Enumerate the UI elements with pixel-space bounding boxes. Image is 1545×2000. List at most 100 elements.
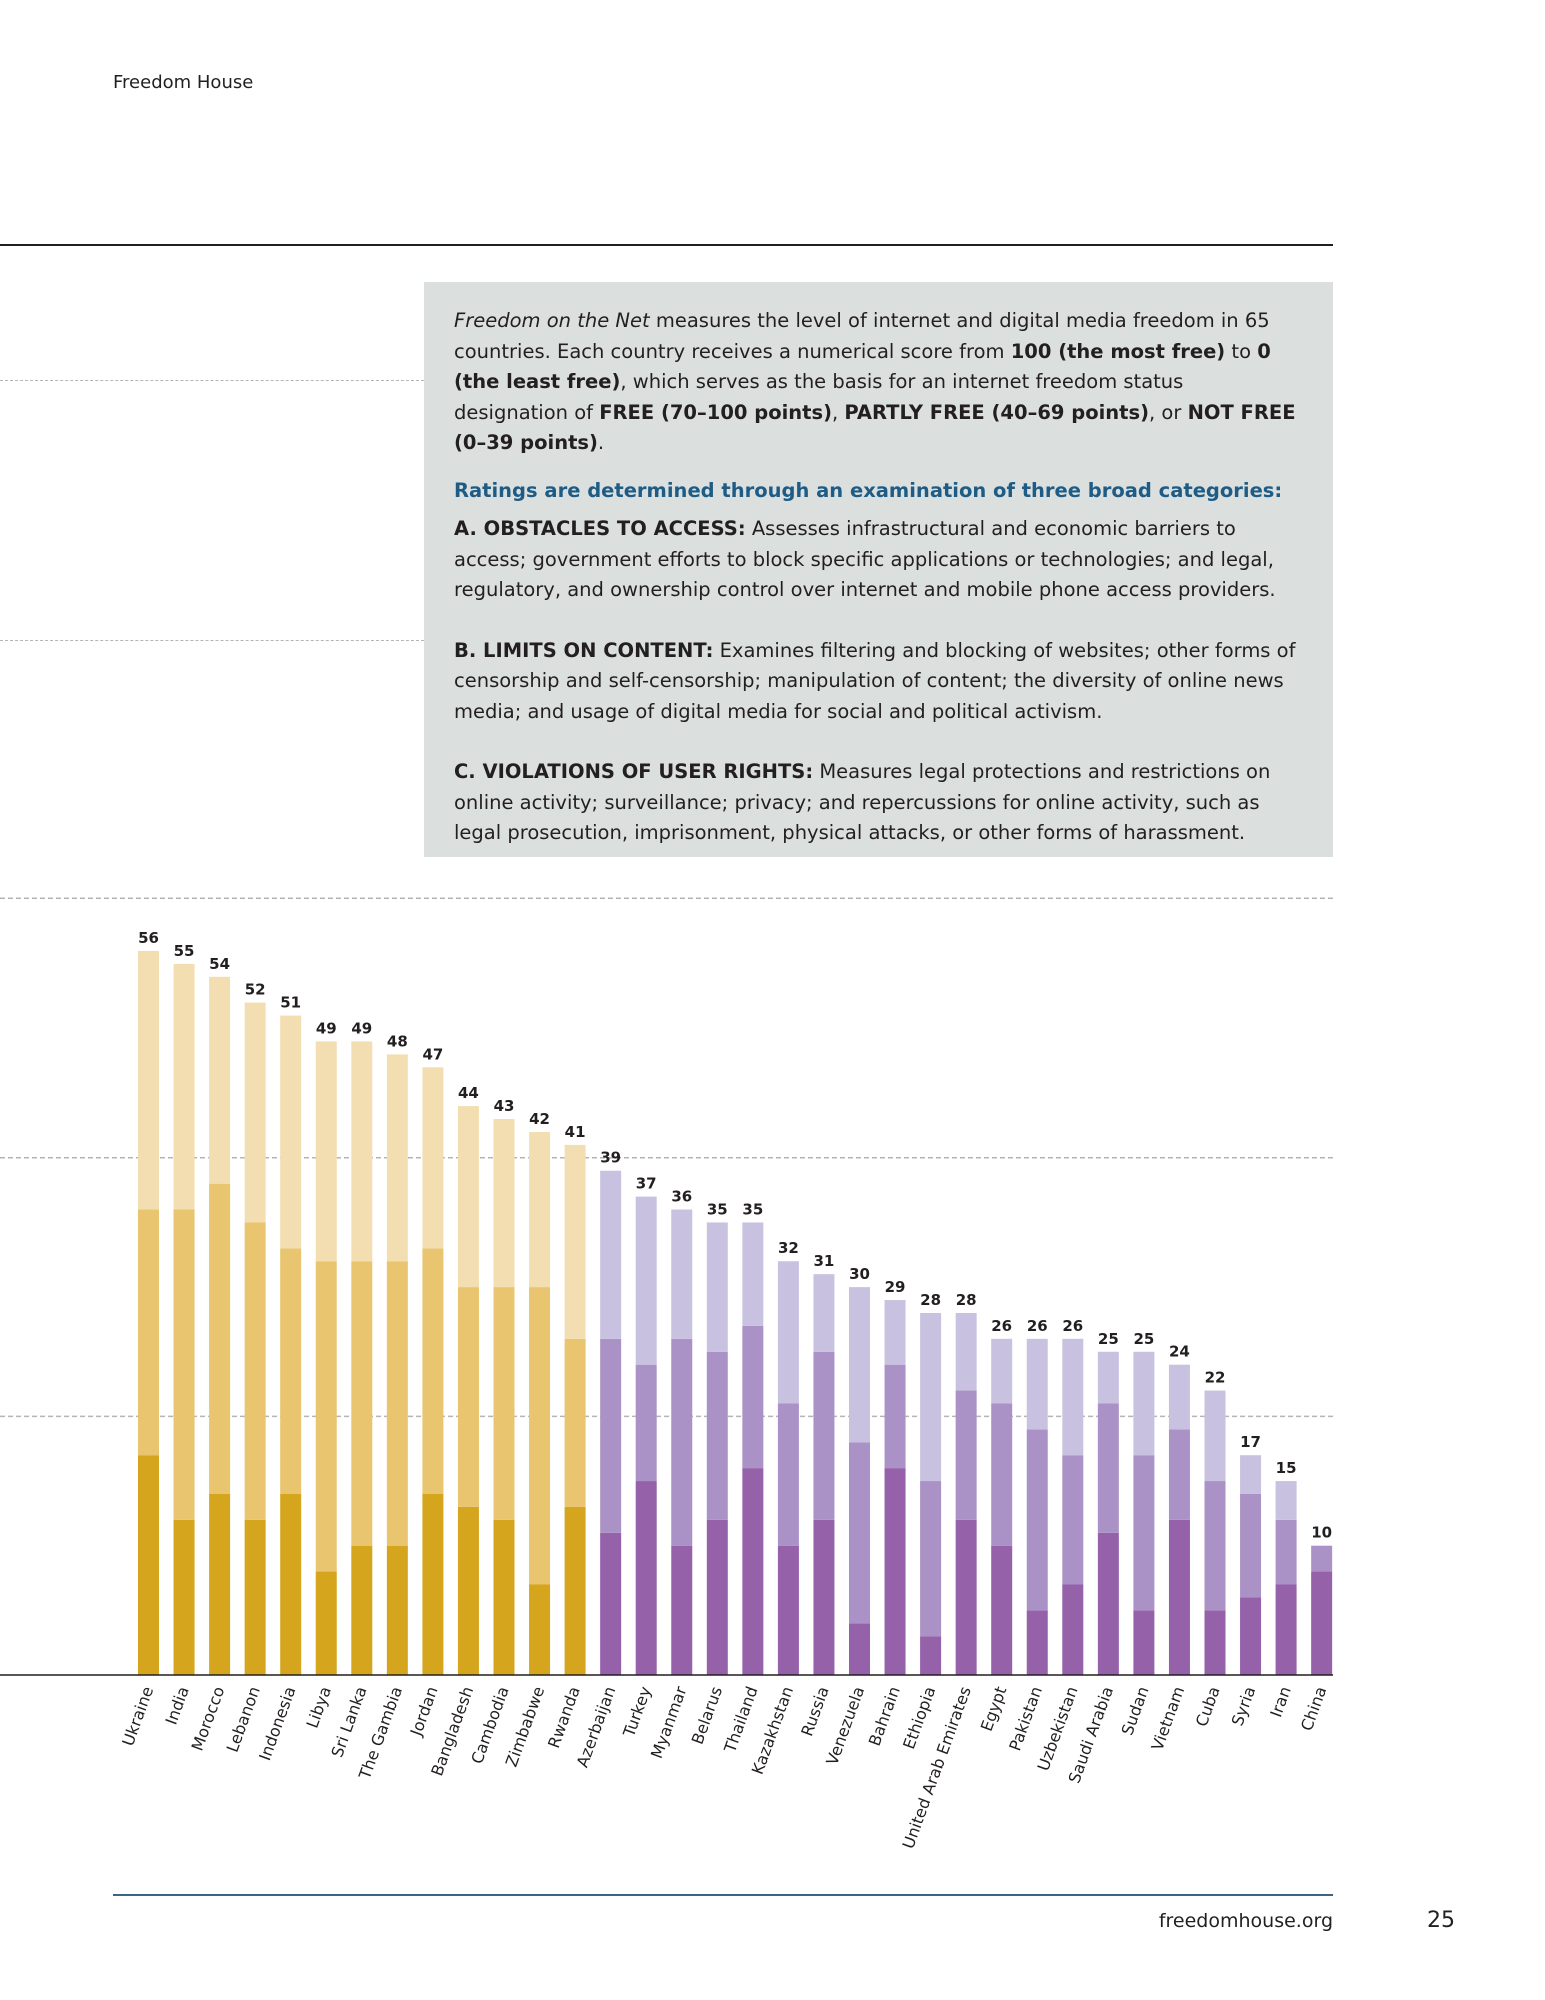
data-label: 25 (1133, 1330, 1154, 1348)
category-obstacles: A. OBSTACLES TO ACCESS: Assesses infrast… (454, 514, 1303, 606)
category-limits: B. LIMITS ON CONTENT: Examines filtering… (454, 636, 1303, 728)
bar-segment (884, 1364, 906, 1469)
bar-segment (1026, 1610, 1048, 1675)
category-tick-label: Libya (303, 1684, 335, 1731)
data-label: 25 (1098, 1330, 1119, 1348)
bar-segment (244, 1222, 266, 1520)
data-label: 22 (1205, 1369, 1226, 1387)
bar-segment (280, 1015, 302, 1249)
bar-segment (173, 1209, 195, 1520)
bar-segment (422, 1493, 444, 1675)
bar-segment (849, 1623, 870, 1675)
category-tick-label: United Arab Emirates (898, 1684, 974, 1851)
bar-segment (849, 1287, 870, 1443)
data-label: 32 (778, 1239, 799, 1257)
data-label: 29 (885, 1278, 906, 1296)
bar-segment (280, 1493, 302, 1675)
category-tick-label: India (162, 1684, 193, 1727)
data-label: 51 (280, 994, 301, 1012)
bar-segment (1097, 1532, 1119, 1675)
data-label: 26 (991, 1317, 1012, 1335)
data-label: 44 (458, 1084, 479, 1102)
bar-segment (777, 1545, 799, 1675)
bar-segment (742, 1468, 764, 1675)
top-rule (0, 244, 1333, 246)
category-tick-label: Turkey (619, 1684, 655, 1740)
bar-segment (635, 1196, 657, 1365)
category-tick-label: Pakistan (1005, 1684, 1046, 1753)
bar-segment (386, 1261, 408, 1546)
bar-segment (493, 1119, 515, 1288)
bar-segment (813, 1351, 835, 1520)
category-violations: C. VIOLATIONS OF USER RIGHTS: Measures l… (454, 757, 1303, 849)
data-label: 10 (1311, 1524, 1332, 1542)
bar-segment (1097, 1351, 1119, 1404)
bar-segment (1204, 1610, 1226, 1675)
lead-text-1: measures the level of internet and digit… (454, 309, 1270, 363)
bar-segment (706, 1519, 728, 1675)
bar-segment (1311, 1545, 1333, 1572)
data-label: 30 (849, 1265, 870, 1283)
bar-segment (955, 1312, 977, 1391)
bar-segment (529, 1131, 551, 1288)
bar-segment (493, 1519, 515, 1675)
bar-segment (457, 1106, 479, 1288)
bar-segment (671, 1209, 693, 1339)
bar-segment (351, 1261, 373, 1546)
bar-segment (600, 1338, 622, 1533)
bar-segment (1097, 1403, 1119, 1533)
bar-segment (884, 1468, 906, 1675)
bar-segment (706, 1222, 728, 1352)
category-tick-label: Belarus (688, 1684, 726, 1747)
category-tick-label: Morocco (188, 1684, 229, 1753)
bar-segment (920, 1312, 942, 1482)
bar-segment (315, 1571, 337, 1675)
category-limits-text: Examines filtering and blocking of websi… (454, 638, 1296, 723)
category-tick-label: Syria (1228, 1684, 1260, 1729)
category-tick-label: Egypt (977, 1684, 1011, 1734)
lead-text-2: to (1225, 339, 1258, 363)
bar-segment (1026, 1338, 1048, 1430)
data-label: 36 (671, 1188, 692, 1206)
bar-segment (1204, 1481, 1226, 1611)
bar-segment (386, 1545, 408, 1675)
gridline-mid-left (0, 640, 424, 641)
bar-segment (457, 1287, 479, 1507)
methodology-box: Freedom on the Net measures the level of… (424, 282, 1333, 857)
bar-segment (244, 1002, 266, 1223)
lead-text-6: . (597, 431, 605, 454)
lead-text-5: , or (1149, 400, 1188, 424)
bar-segment (493, 1287, 515, 1520)
bar-segment (1275, 1584, 1297, 1675)
bar-segment (138, 1209, 159, 1456)
bar-segment (1275, 1481, 1297, 1520)
data-label: 54 (209, 955, 230, 973)
category-tick-label: Bahrain (865, 1684, 904, 1749)
category-obstacles-label: A. OBSTACLES TO ACCESS: (454, 517, 746, 540)
bar-segment (884, 1300, 906, 1365)
bar-segment (173, 1519, 195, 1675)
bar-segment (1168, 1429, 1190, 1520)
bar-segment (1311, 1571, 1333, 1675)
data-label: 26 (1062, 1317, 1083, 1335)
bar-segment (1133, 1455, 1155, 1611)
bar-segment (564, 1338, 586, 1507)
bar-segment (671, 1338, 693, 1546)
bar-segment (209, 1183, 231, 1494)
data-label: 55 (174, 942, 195, 960)
bar-segment (777, 1403, 799, 1546)
bar-segment (422, 1067, 444, 1249)
bar-segment (991, 1545, 1013, 1675)
data-label: 24 (1169, 1343, 1190, 1361)
header-org-name: Freedom House (113, 72, 254, 93)
bar-segment (706, 1351, 728, 1520)
bar-segment (173, 963, 195, 1210)
bar-segment (244, 1519, 266, 1675)
bar-segment (457, 1506, 479, 1675)
bar-segment (1133, 1610, 1155, 1675)
category-tick-label: Rwanda (544, 1684, 584, 1751)
categories-subhead: Ratings are determined through an examin… (454, 478, 1283, 502)
fotn-title: Freedom on the Net (454, 309, 650, 332)
bar-segment (564, 1144, 586, 1339)
